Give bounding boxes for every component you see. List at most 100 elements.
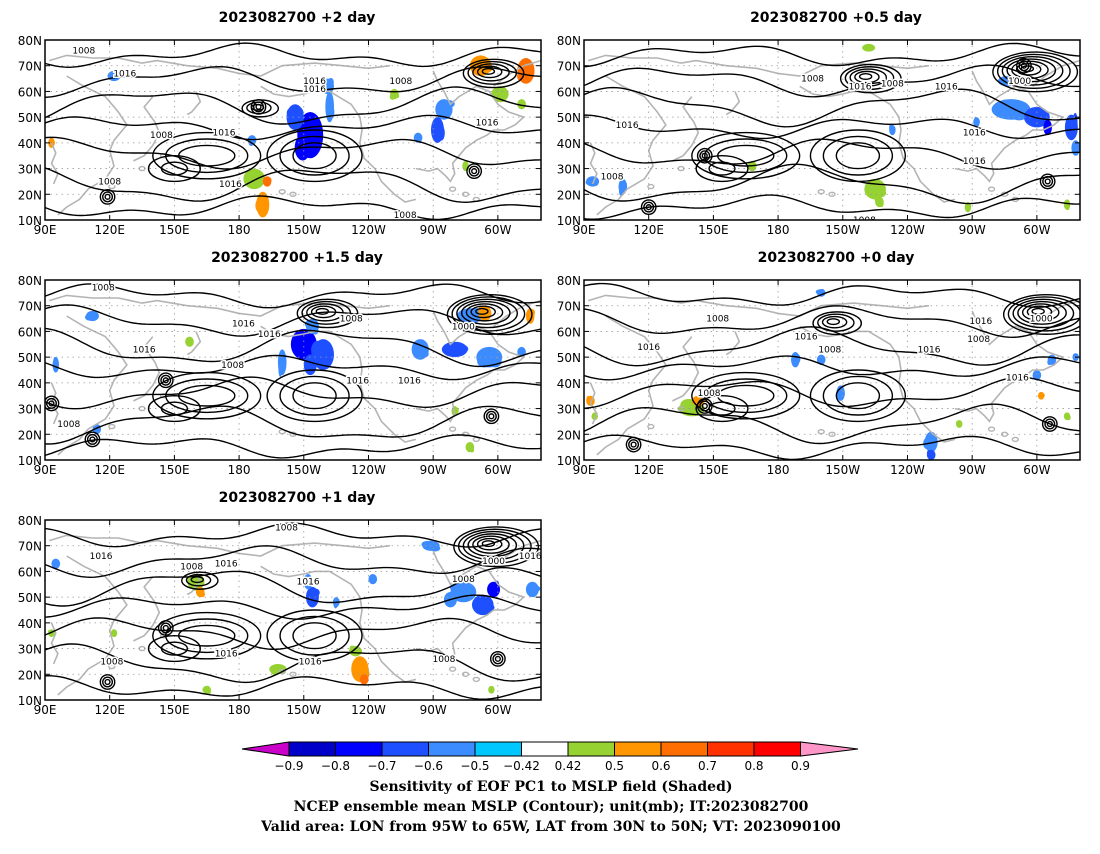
x-tick-label: 60W [1023,463,1050,477]
coastline [186,331,202,356]
sensitivity-shading [327,77,334,87]
contour-label: 1016 [215,560,238,570]
isobar [584,434,1080,460]
cyclone-isobar [1020,62,1028,69]
contour-label: 1008 [150,131,173,141]
isobar [584,282,1080,308]
isobar [691,371,801,420]
island-outline [289,671,297,677]
sensitivity-shading [976,118,980,125]
contour-label: 1016 [346,376,369,386]
cyclone-isobar [104,678,111,686]
x-tick-label: 180 [228,463,251,477]
sensitivity-shading [879,200,884,208]
y-tick-label: 60N [557,325,581,339]
y-tick-label: 60N [557,85,581,99]
isobar [584,64,1080,98]
isobar [822,135,894,176]
sensitivity-shading [286,107,299,118]
sensitivity-shading [437,125,445,141]
x-tick-label: 90E [573,463,596,477]
island-outline [828,191,836,197]
contour-label: 1016 [476,118,499,128]
colorbar-label: 0.7 [698,759,717,773]
x-tick-label: 150E [159,703,190,717]
isobar [292,142,337,170]
cyclone-isobar [160,374,172,386]
cyclone-isobar [701,152,708,159]
island-outline [448,186,457,192]
coastline [589,382,598,425]
isobar [470,305,496,319]
y-tick-label: 40N [557,377,581,391]
caption-line-1: Sensitivity of EOF PC1 to MSLP field (Sh… [369,779,732,795]
isobar [446,293,533,335]
y-tick-label: 70N [557,60,581,74]
sensitivity-shading [53,356,57,365]
isobar [1031,307,1045,315]
y-tick-label: 10N [18,454,42,468]
colorbar-swatch [474,741,522,757]
isobar [45,376,541,410]
sensitivity-shading [311,588,320,597]
sensitivity-shading [255,198,263,213]
contour-label: 1016 [213,129,236,139]
isobar [45,405,541,445]
contour-label: 1016 [795,333,818,343]
contour-label: 1008 [601,172,624,182]
isobar [1006,58,1057,83]
isobar [821,315,848,329]
sensitivity-shading [265,182,271,186]
colorbar-swatch [381,741,429,757]
coastline [493,59,541,87]
x-tick-label: 60W [484,463,511,477]
isobar [462,58,525,89]
isobar [152,611,262,660]
sensitivity-shading [466,446,471,452]
sensitivity-shading [311,340,325,360]
cyclone-isobar [162,377,169,384]
x-tick-label: 150E [698,223,729,237]
cyclone-isobar [489,650,506,667]
panel-title: 2023082700 +0 day [758,250,915,266]
island-outline [472,676,481,683]
cyclone-isobar [643,201,655,213]
y-tick-label: 80N [18,514,42,528]
colorbar-arrow-low [241,741,290,757]
contour-label: 1008 [72,46,95,56]
sensitivity-shading [205,689,212,695]
colorbar-swatch [707,741,755,757]
x-tick-label: 120W [351,223,386,237]
panel-frame [44,519,542,701]
mslp-contours [45,283,541,459]
isobar [451,296,526,332]
panel-frame [583,279,1081,461]
coastline [133,576,161,642]
cyclone-isobar [45,397,57,409]
sensitivity-shading [333,602,338,609]
isobar [181,571,219,590]
y-tick-label: 30N [557,163,581,177]
contour-label: 1008 [881,80,904,90]
y-tick-label: 30N [18,163,42,177]
isobar [457,528,532,564]
cyclone-isobar [625,436,642,453]
x-tick-label: 150W [825,463,860,477]
island-outline [289,191,297,197]
y-tick-label: 10N [18,694,42,708]
sensitivity-shading [357,661,369,679]
contour-label: 1008 [967,335,990,345]
isobar [691,131,801,180]
isobar [160,161,189,176]
x-tick-label: 150W [825,223,860,237]
x-tick-label: 180 [767,463,790,477]
sensitivity-shading [111,631,115,636]
isobar [476,537,503,551]
colorbar-label: 0.5 [605,759,624,773]
sensitivity-shading [491,688,494,693]
isobar [45,545,541,579]
isobar [1021,303,1060,322]
x-tick-label: 120E [94,703,125,717]
isobar [476,65,503,79]
